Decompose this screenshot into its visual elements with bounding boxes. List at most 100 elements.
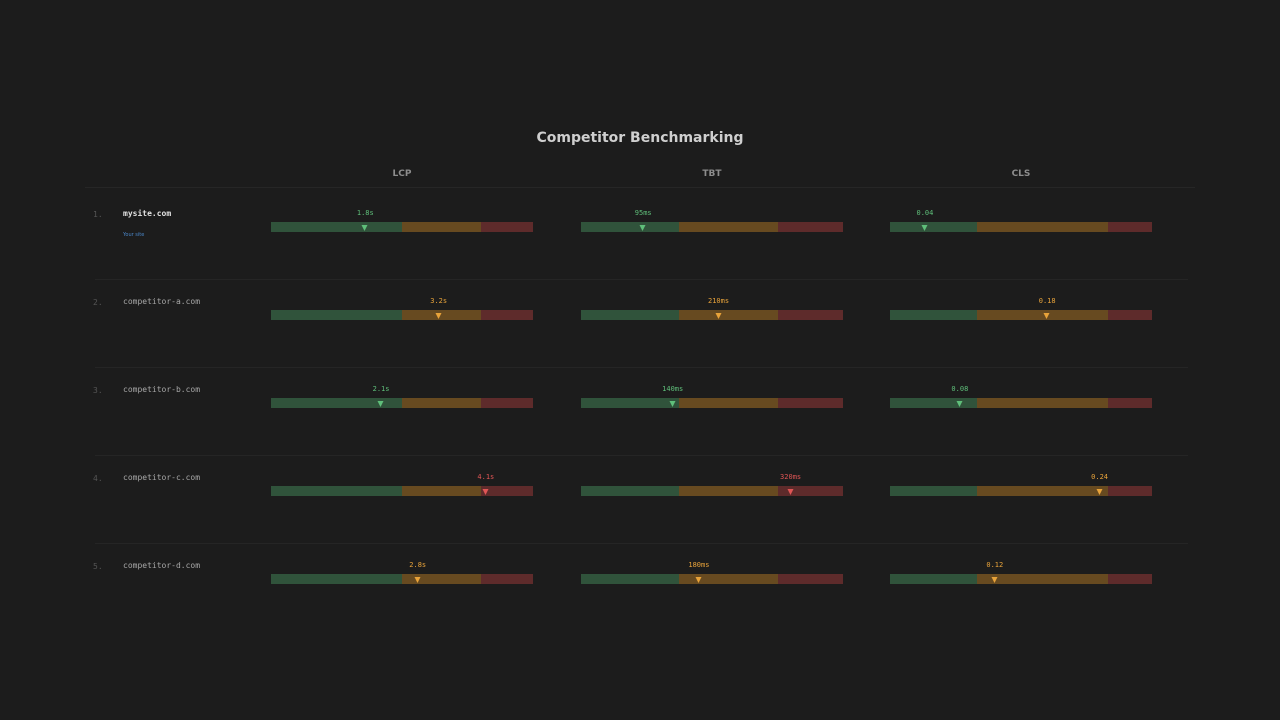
- row-divider: [95, 455, 1188, 456]
- good-segment: [581, 310, 680, 320]
- needs-improvement-segment: [402, 486, 481, 496]
- good-segment: [890, 486, 978, 496]
- table-row: 5. competitor-d.com 2.8s 180ms 0.12: [0, 544, 1280, 632]
- good-segment: [581, 574, 680, 584]
- needs-improvement-segment: [679, 486, 778, 496]
- poor-segment: [480, 574, 533, 584]
- site-name: competitor-d.com: [123, 561, 201, 570]
- value-marker-icon: [921, 225, 928, 231]
- poor-segment: [777, 486, 843, 496]
- rank: 5.: [93, 562, 103, 571]
- poor-segment: [1108, 574, 1152, 584]
- table-row: 2. competitor-a.com 3.2s 210ms 0.18: [0, 280, 1280, 368]
- table-row: 4. competitor-c.com 4.1s 320ms 0.24: [0, 456, 1280, 544]
- table-row: 1. mysite.com Your site 1.8s 95ms 0.04: [0, 192, 1280, 280]
- poor-segment: [777, 574, 843, 584]
- poor-segment: [1108, 222, 1152, 232]
- table-row: 3. competitor-b.com 2.1s 140ms 0.08: [0, 368, 1280, 456]
- value-marker-icon: [361, 225, 368, 231]
- good-segment: [890, 222, 978, 232]
- header-divider: [85, 187, 1195, 188]
- needs-improvement-segment: [679, 398, 778, 408]
- needs-improvement-segment: [679, 310, 778, 320]
- poor-segment: [480, 222, 533, 232]
- needs-improvement-segment: [977, 310, 1109, 320]
- cls-bar: [890, 486, 1152, 496]
- good-segment: [271, 398, 402, 408]
- value-marker-icon: [414, 577, 421, 583]
- needs-improvement-segment: [977, 574, 1109, 584]
- good-segment: [271, 310, 402, 320]
- lcp-value: 1.8s: [356, 209, 374, 217]
- lcp-value: 3.2s: [430, 297, 448, 305]
- good-segment: [581, 398, 680, 408]
- lcp-bar: [271, 486, 533, 496]
- lcp-bar: [271, 310, 533, 320]
- tbt-value: 140ms: [662, 385, 684, 393]
- cls-bar: [890, 574, 1152, 584]
- poor-segment: [480, 486, 533, 496]
- tbt-value: 180ms: [688, 561, 710, 569]
- poor-segment: [1108, 398, 1152, 408]
- cls-bar: [890, 310, 1152, 320]
- good-segment: [271, 222, 402, 232]
- value-marker-icon: [695, 577, 702, 583]
- value-marker-icon: [787, 489, 794, 495]
- poor-segment: [480, 310, 533, 320]
- tbt-value: 320ms: [780, 473, 802, 481]
- needs-improvement-segment: [402, 222, 481, 232]
- tbt-value: 95ms: [634, 209, 652, 217]
- column-header-lcp: LCP: [392, 169, 412, 179]
- poor-segment: [777, 222, 843, 232]
- lcp-bar: [271, 574, 533, 584]
- value-marker-icon: [956, 401, 963, 407]
- site-name: competitor-a.com: [123, 297, 201, 306]
- value-marker-icon: [1043, 313, 1050, 319]
- your-site-tag: Your site: [123, 232, 145, 238]
- row-divider: [95, 367, 1188, 368]
- column-header-cls: CLS: [1011, 169, 1031, 179]
- lcp-bar: [271, 222, 533, 232]
- lcp-bar: [271, 398, 533, 408]
- cls-bar: [890, 398, 1152, 408]
- value-marker-icon: [1096, 489, 1103, 495]
- site-name: mysite.com: [123, 209, 172, 218]
- good-segment: [271, 574, 402, 584]
- site-name: competitor-b.com: [123, 385, 201, 394]
- value-marker-icon: [991, 577, 998, 583]
- page-title: Competitor Benchmarking: [536, 130, 744, 146]
- good-segment: [581, 222, 680, 232]
- value-marker-icon: [715, 313, 722, 319]
- needs-improvement-segment: [402, 398, 481, 408]
- good-segment: [890, 574, 978, 584]
- tbt-bar: [581, 574, 843, 584]
- lcp-value: 2.1s: [372, 385, 390, 393]
- column-header-tbt: TBT: [702, 169, 722, 179]
- tbt-value: 210ms: [708, 297, 730, 305]
- tbt-bar: [581, 486, 843, 496]
- needs-improvement-segment: [679, 574, 778, 584]
- needs-improvement-segment: [402, 310, 481, 320]
- row-divider: [95, 543, 1188, 544]
- poor-segment: [777, 398, 843, 408]
- lcp-value: 4.1s: [477, 473, 495, 481]
- value-marker-icon: [669, 401, 676, 407]
- rank: 1.: [93, 210, 103, 219]
- good-segment: [271, 486, 402, 496]
- cls-value: 0.12: [986, 561, 1004, 569]
- good-segment: [581, 486, 680, 496]
- poor-segment: [777, 310, 843, 320]
- poor-segment: [1108, 310, 1152, 320]
- tbt-bar: [581, 222, 843, 232]
- needs-improvement-segment: [977, 398, 1109, 408]
- value-marker-icon: [435, 313, 442, 319]
- cls-value: 0.18: [1038, 297, 1056, 305]
- tbt-bar: [581, 398, 843, 408]
- rank: 3.: [93, 386, 103, 395]
- value-marker-icon: [377, 401, 384, 407]
- value-marker-icon: [482, 489, 489, 495]
- needs-improvement-segment: [977, 222, 1109, 232]
- needs-improvement-segment: [679, 222, 778, 232]
- value-marker-icon: [639, 225, 646, 231]
- rank: 2.: [93, 298, 103, 307]
